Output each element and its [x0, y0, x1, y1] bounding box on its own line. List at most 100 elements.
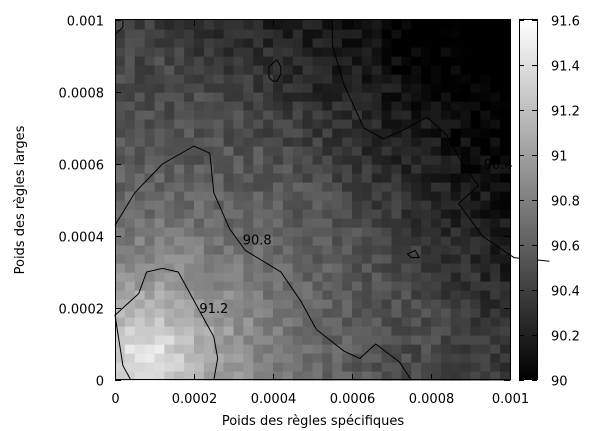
heatmap-cell	[203, 164, 215, 174]
heatmap-cell	[223, 155, 235, 165]
heatmap-cell	[223, 74, 235, 84]
heatmap-cell	[184, 128, 195, 138]
heatmap-cell	[174, 47, 185, 57]
heatmap-cell	[480, 164, 491, 174]
heatmap-cell	[490, 137, 501, 147]
heatmap-cell	[154, 65, 165, 75]
heatmap-cell	[342, 353, 353, 363]
heatmap-cell	[302, 290, 314, 300]
heatmap-cell	[480, 65, 491, 75]
heatmap-cell	[342, 254, 353, 264]
heatmap-cell	[134, 263, 146, 273]
heatmap-cell	[184, 236, 195, 246]
heatmap-cell	[194, 236, 205, 246]
heatmap-cell	[450, 236, 462, 246]
heatmap-cell	[490, 236, 501, 246]
heatmap-cell	[194, 245, 205, 255]
heatmap-cell	[203, 317, 215, 327]
heatmap-cell	[273, 236, 284, 246]
heatmap-cell	[411, 200, 422, 210]
heatmap-cell	[480, 92, 491, 102]
heatmap-cell	[490, 218, 501, 228]
heatmap-cell	[233, 164, 244, 174]
heatmap-cell	[411, 308, 422, 318]
heatmap-cell	[124, 29, 136, 39]
heatmap-cell	[480, 182, 491, 192]
heatmap-cell	[500, 218, 511, 228]
heatmap-cell	[352, 263, 363, 273]
heatmap-cell	[243, 65, 254, 75]
heatmap-cell	[144, 74, 156, 84]
heatmap-cell	[223, 317, 235, 327]
heatmap-cell	[134, 344, 146, 354]
heatmap-cell	[115, 182, 126, 192]
heatmap-cell	[302, 281, 314, 291]
heatmap-cell	[273, 128, 284, 138]
heatmap-cell	[401, 317, 412, 327]
heatmap-cell	[371, 47, 383, 57]
heatmap-cell	[371, 20, 383, 30]
heatmap-cell	[322, 218, 333, 228]
heatmap-cell	[361, 182, 373, 192]
heatmap-cell	[184, 209, 195, 219]
heatmap-cell	[223, 281, 235, 291]
heatmap-cell	[500, 209, 511, 219]
heatmap-cell	[203, 83, 215, 93]
heatmap-cell	[421, 101, 432, 111]
heatmap-cell	[371, 371, 383, 381]
heatmap-cell	[263, 191, 274, 201]
heatmap-cell	[490, 20, 501, 30]
heatmap-cell	[184, 362, 195, 372]
heatmap-cell	[421, 119, 432, 129]
heatmap-cell	[282, 227, 294, 237]
heatmap-cell	[411, 236, 422, 246]
heatmap-cell	[164, 200, 175, 210]
heatmap-cell	[322, 371, 333, 381]
heatmap-cell	[134, 362, 146, 372]
heatmap-cell	[282, 272, 294, 282]
heatmap-cell	[243, 110, 254, 120]
heatmap-cell	[263, 119, 274, 129]
heatmap-cell	[184, 146, 195, 156]
heatmap-cell	[203, 119, 215, 129]
heatmap-cell	[361, 272, 373, 282]
heatmap-cell	[203, 74, 215, 84]
heatmap-cell	[401, 236, 412, 246]
heatmap-cell	[342, 146, 353, 156]
heatmap-cell	[391, 335, 402, 345]
heatmap-cell	[450, 173, 462, 183]
heatmap-cell	[381, 110, 393, 120]
heatmap-cell	[243, 344, 254, 354]
heatmap-cell	[203, 281, 215, 291]
heatmap-cell	[194, 317, 205, 327]
heatmap-cell	[470, 92, 481, 102]
heatmap-cell	[490, 335, 501, 345]
heatmap-cell	[273, 164, 284, 174]
colorbar-tick-label: 91.6	[551, 15, 580, 30]
heatmap-cell	[223, 227, 235, 237]
heatmap-cell	[381, 182, 393, 192]
heatmap-cell	[115, 263, 126, 273]
heatmap-cell	[213, 254, 225, 264]
heatmap-cell	[134, 110, 146, 120]
heatmap-cell	[460, 38, 472, 48]
heatmap-cell	[490, 128, 501, 138]
heatmap-cell	[203, 128, 215, 138]
heatmap-cell	[312, 317, 323, 327]
heatmap-cell	[421, 362, 432, 372]
heatmap-cell	[342, 371, 353, 381]
heatmap-cell	[194, 227, 205, 237]
heatmap-cell	[273, 362, 284, 372]
heatmap-cell	[174, 272, 185, 282]
heatmap-cell	[332, 101, 343, 111]
heatmap-cell	[292, 236, 304, 246]
heatmap-cell	[322, 128, 333, 138]
heatmap-cell	[371, 344, 383, 354]
heatmap-cell	[164, 209, 175, 219]
heatmap-cell	[253, 236, 264, 246]
heatmap-cell	[352, 119, 363, 129]
heatmap-cell	[381, 20, 393, 30]
heatmap-cell	[282, 191, 294, 201]
heatmap-cell	[302, 29, 314, 39]
heatmap-cell	[391, 47, 402, 57]
